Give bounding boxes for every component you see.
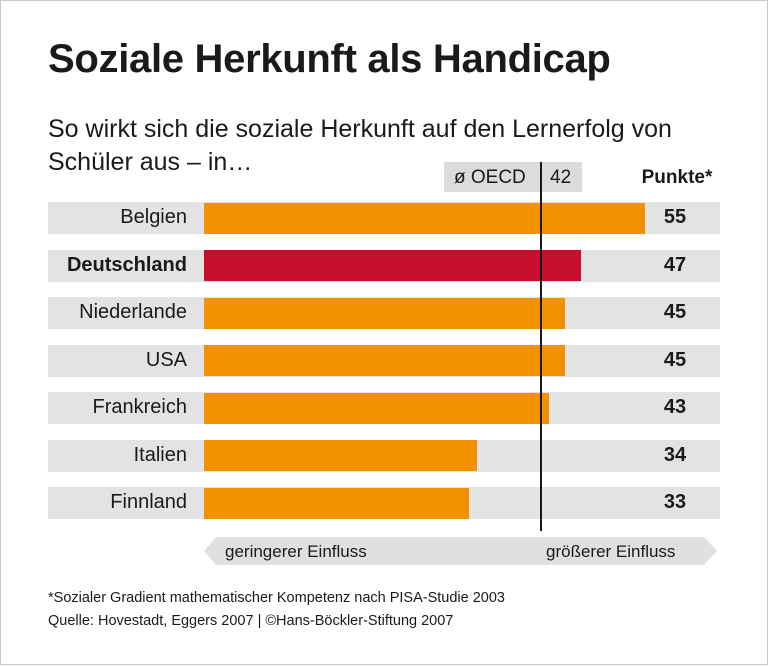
oecd-average-value: 42 — [550, 167, 572, 188]
bar-belgien — [204, 202, 645, 234]
bar-italien — [204, 440, 477, 471]
bar-finnland — [204, 487, 469, 519]
bar-frankreich — [204, 392, 549, 424]
value-label: 45 — [663, 301, 687, 323]
arrow-label-left: geringerer Einfluss — [225, 542, 367, 561]
category-label: Frankreich — [92, 396, 187, 418]
oecd-average-box: ø OECD 42 — [444, 162, 582, 192]
footnote-block: *Sozialer Gradient mathematischer Kompet… — [48, 587, 505, 633]
category-label: Italien — [133, 443, 187, 466]
category-label: Deutschland — [66, 253, 187, 276]
chart-title: Soziale Herkunft als Handicap — [48, 37, 611, 81]
value-label: 47 — [663, 253, 687, 276]
bar-usa — [204, 345, 565, 376]
value-label: 55 — [663, 206, 687, 228]
bar-niederlande — [204, 297, 565, 329]
chart-subtitle: So wirkt sich die soziale Herkunft auf d… — [48, 115, 672, 176]
value-label: 43 — [663, 396, 687, 418]
influence-arrow-shape — [204, 537, 717, 565]
bar-deutschland — [204, 250, 581, 281]
value-label: 33 — [663, 491, 687, 513]
oecd-average-label: ø OECD — [454, 167, 526, 188]
category-label: Finnland — [110, 491, 187, 513]
footnote-text: *Sozialer Gradient mathematischer Kompet… — [48, 590, 505, 606]
category-label: Niederlande — [79, 301, 187, 323]
category-label: USA — [145, 348, 187, 371]
category-label: Belgien — [120, 206, 187, 228]
value-label: 45 — [663, 348, 687, 371]
source-text: Quelle: Hovestadt, Eggers 2007 | ©Hans-B… — [48, 613, 454, 629]
arrow-label-right: größerer Einfluss — [546, 542, 676, 561]
oecd-average-line — [540, 162, 542, 531]
value-column-header: Punkte* — [641, 167, 713, 188]
value-label: 34 — [663, 443, 687, 466]
